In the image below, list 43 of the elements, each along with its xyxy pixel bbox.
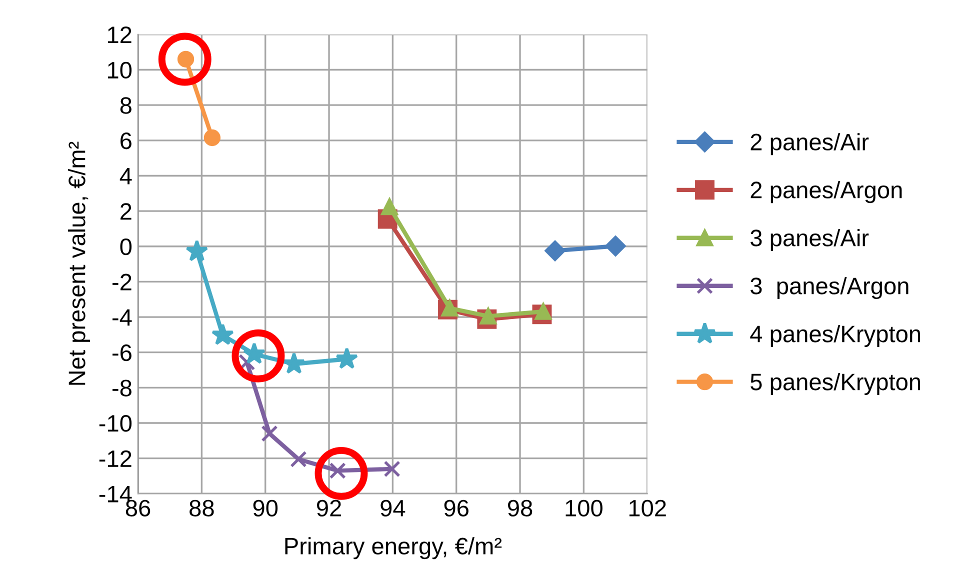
point (186, 240, 208, 262)
x-tick-label: 92 (317, 500, 341, 517)
point (480, 308, 497, 324)
x-tick-label: 102 (629, 500, 666, 517)
y-tick-label: 10 (108, 62, 132, 79)
legend-label: 2 panes/Air (750, 133, 869, 156)
y-tick-label: 4 (120, 168, 132, 184)
y-tick-label: 8 (120, 97, 132, 114)
x-tick-label: 100 (566, 500, 602, 517)
point (336, 347, 358, 369)
y-tick-label: -6 (112, 344, 132, 362)
x-tick-label: 98 (508, 500, 532, 517)
point (544, 240, 566, 262)
legend-label: 3 panes/Air (750, 229, 869, 252)
x-tick-label: 88 (190, 500, 214, 517)
point (211, 323, 234, 346)
point (290, 450, 307, 468)
legend-label: 3 panes/Argon (750, 277, 908, 300)
point (282, 352, 306, 374)
y-tick-label: -10 (99, 415, 132, 432)
y-tick-label: -8 (112, 380, 132, 396)
point (381, 198, 398, 216)
legend-label: 4 panes/Krypton (750, 325, 920, 348)
legend-label: 5 panes/Krypton (750, 372, 920, 395)
y-tick-label: 6 (120, 132, 132, 150)
x-tick-label: 90 (253, 500, 278, 517)
y-tick-label: 12 (108, 26, 132, 43)
legend-label: 2 panes/Argon (750, 181, 902, 204)
x-tick-label: 94 (380, 500, 406, 517)
point (261, 425, 278, 442)
y-tick-label: 0 (120, 238, 132, 256)
y-tick-label: -4 (112, 309, 132, 326)
point (204, 129, 221, 146)
x-axis-title: Primary energy, €/m² (285, 537, 502, 560)
y-tick-label: -12 (99, 450, 132, 467)
point (384, 460, 400, 478)
y-tick-label: 2 (120, 203, 132, 220)
point (605, 236, 626, 256)
x-tick-label: 96 (444, 500, 468, 517)
y-axis-title: Net present value, €/m² (68, 142, 90, 385)
y-tick-label: -2 (112, 274, 132, 290)
point (441, 300, 458, 317)
point (534, 303, 552, 320)
